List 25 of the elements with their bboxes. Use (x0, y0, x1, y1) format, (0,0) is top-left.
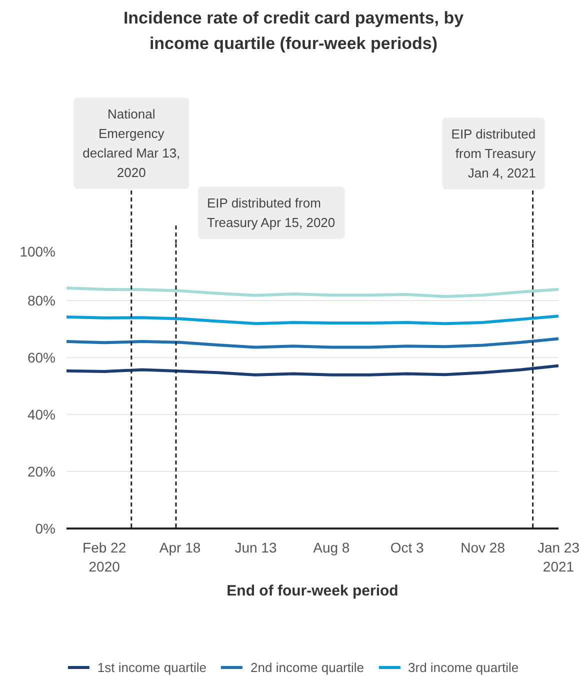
legend-label: 3rd income quartile (408, 660, 519, 674)
x-axis-title: End of four-week period (226, 582, 398, 600)
y-tick-label: 20% (27, 464, 56, 480)
y-tick-label: 100% (20, 244, 56, 260)
y-tick-label: 40% (27, 406, 56, 422)
chart-title: Incidence rate of credit card payments, by income quartile (four-week periods) (123, 8, 464, 54)
line-series (66, 364, 558, 376)
line-series (66, 286, 558, 298)
y-tick-label: 80% (27, 292, 56, 308)
line-series (66, 314, 558, 326)
ref-line-label: EIP distributed from Treasury Jan 4, 2021 (451, 126, 536, 180)
x-tick-label: Apr 18 (159, 540, 201, 556)
x-tick-label: Nov 28 (460, 540, 506, 556)
x-tick-label: Jan 23 2021 (537, 540, 580, 575)
ref-line-label: EIP distributed from Treasury Apr 15, 2020 (206, 196, 336, 230)
line-series (66, 337, 558, 349)
y-tick-label: 60% (27, 350, 56, 366)
legend-label: 1st income quartile (97, 660, 207, 674)
x-tick-label: Feb 22 2020 (82, 540, 126, 575)
x-tick-label: Aug 8 (313, 540, 350, 556)
legend-label: 2nd income quartile (250, 660, 364, 674)
ref-line-label: National Emergency declared Mar 13, 2020 (82, 106, 180, 180)
x-tick-label: Jun 13 (234, 540, 277, 556)
x-tick-label: Oct 3 (390, 540, 424, 556)
y-tick-label: 0% (35, 520, 56, 536)
